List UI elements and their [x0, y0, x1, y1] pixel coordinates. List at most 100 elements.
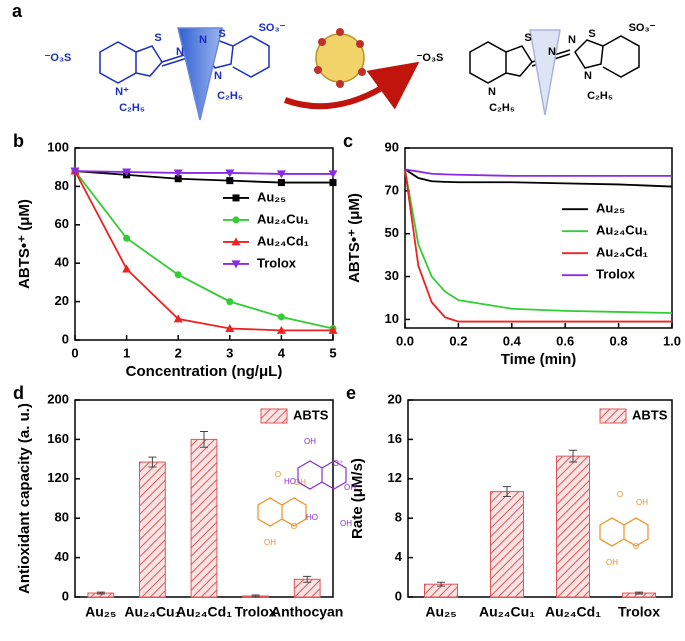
marker [123, 234, 131, 242]
y-tick-label: 100 [47, 139, 69, 154]
x-tick-label: 0.4 [503, 333, 522, 348]
panel-label: e [346, 383, 356, 403]
marker [226, 298, 234, 306]
legend-swatch [260, 408, 288, 424]
y-tick-label: 90 [385, 139, 399, 154]
bar [139, 461, 166, 598]
chem-label: SO₃⁻ [259, 22, 286, 34]
panel-label: a [12, 1, 23, 21]
structure: O OH O OH [599, 490, 649, 567]
x-tick-label: 5 [329, 345, 336, 360]
panel-label: c [343, 131, 353, 151]
chem-label: S [218, 28, 225, 40]
chem-label: N [176, 46, 184, 58]
series-line [74, 170, 333, 175]
bar [556, 455, 590, 598]
legend-label: Au₂₄Cu₁ [596, 223, 648, 238]
x-axis-label: Time (min) [501, 351, 577, 368]
x-tick-label: 2 [175, 345, 182, 360]
series-line [404, 169, 673, 314]
plot-frame [407, 399, 673, 598]
legend-marker [231, 237, 241, 246]
y-tick-label: 40 [55, 549, 69, 564]
y-tick-label: 16 [388, 431, 402, 446]
chem-label: N [488, 86, 496, 98]
legend-label: Au₂₄Cd₁ [257, 233, 309, 248]
marker [328, 170, 338, 179]
ring [99, 41, 163, 84]
marker [122, 264, 132, 273]
plot-frame [404, 147, 673, 329]
panel-label: d [13, 383, 24, 403]
bar [490, 491, 524, 598]
legend-marker [232, 194, 240, 202]
arrow [283, 61, 420, 110]
y-tick-label: 0 [62, 331, 69, 346]
y-tick-label: 60 [55, 216, 69, 231]
chem-label: N [199, 34, 207, 46]
ring [257, 497, 307, 527]
chem-label: O [633, 542, 639, 551]
chem-label: HO [284, 477, 296, 486]
series-line [74, 170, 334, 330]
legend-label: Trolox [257, 255, 297, 270]
y-tick-label: 80 [55, 178, 69, 193]
legend-label: Au₂₅ [257, 189, 286, 204]
legend-label: Au₂₄Cd₁ [596, 245, 648, 260]
tube [529, 29, 561, 116]
y-tick-label: 30 [385, 268, 399, 283]
y-tick-label: 120 [47, 470, 69, 485]
chem-label: OH [344, 483, 356, 492]
marker [276, 170, 286, 179]
chem-label: N [548, 46, 556, 58]
x-tick-label: 3 [226, 345, 233, 360]
marker [329, 179, 337, 187]
chem-label: HO [306, 513, 318, 522]
y-tick-label: 0 [395, 588, 402, 603]
marker [173, 314, 183, 323]
x-tick-label: Trolox [618, 604, 660, 620]
x-tick-label: 0.2 [449, 333, 467, 348]
chem-label: ⁻O₃S [45, 52, 72, 64]
marker [225, 169, 235, 178]
y-tick-label: 200 [47, 391, 69, 406]
error-bar [96, 591, 105, 595]
marker [173, 169, 183, 178]
chem-label: SO₃⁻ [629, 22, 656, 34]
x-tick-label: Anthocyan [271, 604, 343, 620]
x-tick-label: Au₂₄Cd₁ [545, 604, 601, 620]
chem-label: N [214, 70, 222, 82]
marker [328, 325, 338, 334]
chem-label: C₂H₅ [217, 90, 243, 102]
x-tick-label: 0 [71, 345, 78, 360]
chem-label: OH [340, 519, 352, 528]
structure: OH HO O⁺ OH HO OH [284, 437, 356, 528]
marker [225, 323, 235, 332]
legend-marker [231, 260, 241, 269]
chem-label: O⁺ [333, 459, 343, 468]
marker [276, 325, 286, 334]
x-tick-label: Au₂₄Cd₁ [176, 604, 232, 620]
tube [177, 27, 223, 121]
legend-swatch [599, 408, 627, 424]
ring [574, 35, 640, 78]
x-tick-label: 1 [123, 345, 130, 360]
chem-label: O [617, 490, 623, 499]
x-tick-label: 0.6 [556, 333, 574, 348]
legend-label: Au₂₅ [596, 201, 625, 216]
chem-label: S [588, 28, 595, 40]
x-tick-label: 0.0 [396, 333, 414, 348]
chem-label: OH [636, 498, 648, 507]
chem-label: C₂H₅ [489, 102, 515, 114]
x-tick-label: 0.8 [610, 333, 628, 348]
y-tick-label: 80 [55, 510, 69, 525]
y-axis-label: ABTS•⁺ (μM) [16, 199, 33, 289]
y-tick-label: 40 [55, 255, 69, 270]
error-bar [251, 594, 260, 598]
x-axis-label: Concentration (ng/μL) [126, 363, 283, 380]
cluster [314, 28, 366, 88]
y-tick-label: 4 [395, 549, 403, 564]
y-axis-label: ABTS•⁺ (μM) [346, 193, 363, 283]
series-line [74, 170, 333, 184]
x-tick-label: Au₂₄Cu₁ [479, 604, 535, 620]
